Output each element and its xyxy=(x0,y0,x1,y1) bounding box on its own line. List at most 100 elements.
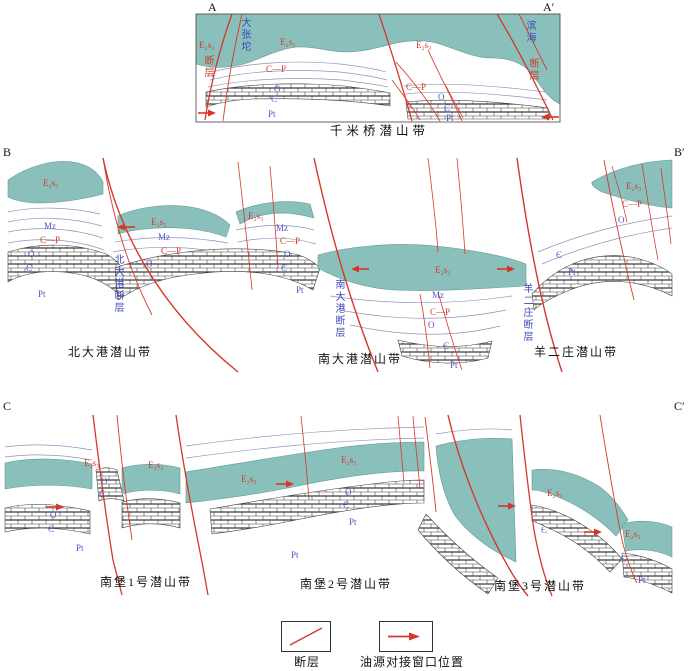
section-a-marker-left: A xyxy=(208,0,217,14)
strata-label-mz: Mz xyxy=(276,223,288,233)
section-c-faults xyxy=(92,414,638,597)
oil-window-arrow-icon xyxy=(276,480,294,488)
strata-label-cp: C—P xyxy=(280,236,301,246)
section-c-limestone-bands xyxy=(4,467,673,595)
fault-word-label: 断层 xyxy=(527,58,538,82)
fault-name-binhai: 滨海 xyxy=(524,20,535,44)
strata-label-eps: Є xyxy=(48,524,54,534)
section-c-bedding-lines xyxy=(4,426,513,461)
section-a-limestone-bands xyxy=(205,83,551,120)
section-b-es3-formations xyxy=(7,159,673,291)
fault-name-yangerzhuang: 羊二庄断层 xyxy=(521,283,532,343)
strata-label-pt: Pt xyxy=(291,550,299,560)
strata-label-pt: Pt xyxy=(38,289,46,299)
section-a-bedding-lines xyxy=(207,61,548,101)
hill-title-yangerzhuang: 羊二庄潜山带 xyxy=(534,345,619,359)
strata-label-es3: E₂s₃ xyxy=(43,178,59,188)
legend-arrow-icon xyxy=(388,632,420,641)
section-c-marker-left: C xyxy=(3,399,12,413)
oil-window-arrow-icon xyxy=(497,265,515,273)
fault-name-beidagang: 北大港断层 xyxy=(112,254,123,314)
oil-window-arrow-icon xyxy=(46,503,64,511)
strata-label-o: O xyxy=(50,510,57,520)
strata-label-es3: E₂s₃ xyxy=(84,458,100,468)
strata-label-es3: E₂s₃ xyxy=(151,217,167,227)
strata-label-pt: Pt xyxy=(268,109,276,119)
strata-label-es3: E₂s₃ xyxy=(416,40,432,50)
oil-window-arrow-icon xyxy=(117,223,135,231)
legend-fault-label: 断层 xyxy=(294,655,321,669)
strata-label-cp: C—P xyxy=(406,82,427,92)
strata-label-es3: E₂s₃ xyxy=(547,488,563,498)
section-b-marker-left: B xyxy=(3,145,12,159)
oil-window-arrow-icon xyxy=(198,109,216,117)
strata-label-eps: Є xyxy=(343,500,349,510)
strata-label-es3: E₂s₃ xyxy=(199,40,215,50)
hill-title-nanpu1: 南堡1号潜山带 xyxy=(100,575,193,589)
strata-label-o: O xyxy=(28,249,35,259)
strata-label-cp: C—P xyxy=(266,64,287,74)
section-b-marker-right: B′ xyxy=(674,145,685,159)
strata-label-pt: Pt xyxy=(638,575,646,585)
oil-window-arrow-icon xyxy=(498,502,516,510)
section-c-shapes xyxy=(4,414,673,597)
hill-title-nanpu2: 南堡2号潜山带 xyxy=(300,577,393,591)
legend-fault-box xyxy=(281,621,331,652)
section-b-limestone-bands xyxy=(7,244,673,364)
strata-label-eps: Є xyxy=(541,525,547,535)
strata-label-es3: E₂s₃ xyxy=(148,460,164,470)
hill-title-nandagang: 南大港潜山带 xyxy=(318,352,403,366)
strata-label-cp: C—P xyxy=(161,246,182,256)
oil-window-arrow-icon xyxy=(584,528,602,536)
strata-label-es3: E₂s₃ xyxy=(626,181,642,191)
section-c-marker-right: C′ xyxy=(674,399,685,413)
oil-window-arrow-icon xyxy=(541,113,559,121)
strata-label-es3: E₂s₃ xyxy=(241,474,257,484)
strata-label-o: O xyxy=(274,84,281,94)
strata-label-es3: E₂s₃ xyxy=(341,455,357,465)
strata-label-es3: E₂s₃ xyxy=(248,211,264,221)
strata-label-es3: E₂s₃ xyxy=(280,37,296,47)
strata-label-mz: Mz xyxy=(158,232,170,242)
strata-label-mz: Mz xyxy=(432,290,444,300)
strata-label-o: O xyxy=(146,259,153,269)
strata-label-eps: Є xyxy=(99,489,105,499)
legend-oil-window-box xyxy=(379,621,433,652)
section-a-marker-right: A′ xyxy=(543,0,555,14)
strata-label-cp: C—P xyxy=(622,199,643,209)
fault-name-nandagang: 南大港断层 xyxy=(333,279,344,339)
strata-label-es3: E₂s₃ xyxy=(435,265,451,275)
strata-label-o: O xyxy=(284,249,291,259)
oil-window-arrow-icon xyxy=(351,265,369,273)
strata-label-pt: Pt xyxy=(296,285,304,295)
strata-label-pt: Pt xyxy=(76,543,84,553)
strata-label-es3: E₂s₃ xyxy=(625,529,641,539)
strata-label-pt: Pt xyxy=(446,113,454,123)
fault-name-dazhangtuo: 大张坨 xyxy=(239,17,250,53)
strata-label-eps: Є xyxy=(281,263,287,273)
strata-label-o: O xyxy=(428,320,435,330)
strata-label-eps: Є xyxy=(443,341,449,351)
strata-label-pt: Pt xyxy=(349,517,357,527)
strata-label-cp: C—P xyxy=(430,307,451,317)
strata-label-pt: Pt xyxy=(450,360,458,370)
fault-line-icon xyxy=(289,627,323,646)
strata-label-o: O xyxy=(345,487,352,497)
hill-title-beidagang: 北大港潜山带 xyxy=(68,345,153,359)
strata-label-o: O xyxy=(618,215,625,225)
strata-label-cp: C—P xyxy=(40,235,61,245)
strata-label-o: O xyxy=(438,92,445,102)
strata-label-pt: Pt xyxy=(568,267,576,277)
strata-label-eps: Є xyxy=(271,94,277,104)
section-b-faults xyxy=(102,157,672,373)
strata-label-mz: Mz xyxy=(44,221,56,231)
section-a-faults xyxy=(204,13,554,122)
strata-label-eps: Є xyxy=(620,554,626,564)
legend-oil-window-label: 油源对接窗口位置 xyxy=(360,655,465,669)
strata-label-eps: Є xyxy=(26,263,32,273)
fault-word-label: 断层 xyxy=(202,55,213,79)
strata-label-eps: Є xyxy=(444,103,450,113)
strata-label-o: O xyxy=(101,476,108,486)
